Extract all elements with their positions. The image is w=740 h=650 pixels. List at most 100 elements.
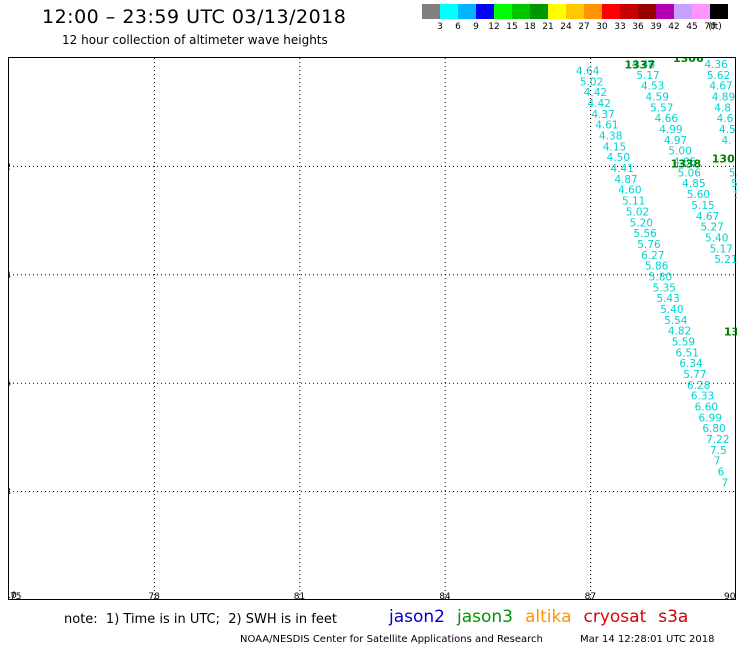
longitude-tick-label: 75 <box>10 592 21 601</box>
scale-swatch <box>710 4 728 19</box>
scale-tick-label: 15 <box>506 22 518 32</box>
scale-swatch <box>620 4 638 19</box>
scale-swatch <box>566 4 584 19</box>
legend-jason2: jason2 <box>389 607 445 627</box>
wave-height-label: 4.6 <box>717 113 734 125</box>
wave-height-label: 4.82 <box>668 326 691 338</box>
wave-height-label: 6.33 <box>691 391 714 403</box>
wave-height-label: 4.36 <box>704 59 728 71</box>
wave-height-label: 4.66 <box>655 113 679 125</box>
scale-swatch <box>584 4 602 19</box>
wave-height-label: 5.20 <box>630 217 653 229</box>
wave-height-label: 5.9 <box>729 167 737 179</box>
wave-height-label: 4.85 <box>682 178 705 190</box>
wave-height-label: 5.76 <box>637 239 661 251</box>
pass-time-label: 130 <box>712 152 735 165</box>
map-plot-area: 7578818487900-2-4-6-8-104.645.024.424.42… <box>8 57 737 601</box>
scale-swatch <box>638 4 656 19</box>
scale-unit-label: (ft) <box>708 22 722 32</box>
wave-height-label: 5.56 <box>633 228 657 240</box>
wave-height-label: 7 <box>721 477 728 489</box>
scale-tick-label: 42 <box>668 22 680 32</box>
wave-height-label: 5.35 <box>653 282 676 294</box>
wave-height-label: 4.37 <box>591 109 614 121</box>
legend-s3a: s3a <box>658 607 689 627</box>
wave-height-label: 5.57 <box>650 102 673 114</box>
wave-height-label: 4.99 <box>659 124 682 136</box>
scale-swatch <box>494 4 512 19</box>
longitude-tick-label: 84 <box>439 592 451 601</box>
wave-height-label: 4.97 <box>664 135 687 147</box>
scale-swatch <box>440 4 458 19</box>
wave-height-label: 4.48 <box>632 59 655 71</box>
wave-height-label: 5.00 <box>668 146 691 158</box>
longitude-tick-label: 78 <box>148 592 160 601</box>
wave-height-label: 5.40 <box>705 232 728 244</box>
wave-height-label: 5.59 <box>672 337 695 349</box>
wave-height-label: 4.53 <box>641 81 664 93</box>
scale-tick-label: 36 <box>632 22 644 32</box>
legend-altika: altika <box>525 607 572 627</box>
scale-swatch <box>458 4 476 19</box>
wave-height-label: 6.34 <box>679 358 703 370</box>
latitude-tick-label: -8 <box>9 488 11 498</box>
scale-swatch <box>422 4 440 19</box>
latitude-tick-label: -2 <box>9 162 11 172</box>
wave-height-label: 6.28 <box>687 380 710 392</box>
wave-height-label: 4.64 <box>576 66 600 78</box>
map-subtitle: 12 hour collection of altimeter wave hei… <box>62 33 328 47</box>
scale-swatch <box>602 4 620 19</box>
satellite-legend: jason2 jason3 altika cryosat s3a <box>389 607 700 627</box>
wave-height-label: 4.15 <box>603 141 626 153</box>
wave-height-label: 5.62 <box>707 70 730 82</box>
scale-swatch <box>512 4 530 19</box>
wave-height-label: 4.61 <box>595 120 618 132</box>
scale-tick-label: 21 <box>542 22 554 32</box>
wave-height-label: 6 <box>718 467 725 479</box>
latitude-tick-label: -10 <box>9 591 17 601</box>
latitude-tick-label: -6 <box>9 379 11 389</box>
wave-height-label: 5.86 <box>645 261 669 273</box>
wave-height-label: 4.50 <box>607 152 630 164</box>
wave-height-label: 5.9 <box>731 178 737 190</box>
scale-tick-label: 12 <box>488 22 500 32</box>
wave-height-label: 6.60 <box>695 402 718 414</box>
wave-height-label: 5.02 <box>580 76 603 88</box>
scale-tick-label: 9 <box>473 22 479 32</box>
longitude-tick-label: 87 <box>585 592 596 601</box>
legend-cryosat: cryosat <box>583 607 647 627</box>
scale-tick-label: 45 <box>686 22 698 32</box>
wave-height-label: 5.17 <box>636 70 659 82</box>
wave-height-label: 5.17 <box>710 243 733 255</box>
wave-height-label: 5.60 <box>687 189 710 201</box>
wave-height-label: 4.5 <box>719 124 736 136</box>
legend-jason3: jason3 <box>457 607 513 627</box>
wave-height-label: 5.40 <box>660 304 683 316</box>
wave-height-label: 5.21 <box>714 254 737 266</box>
altimeter-map: 7578818487900-2-4-6-8-104.645.024.424.42… <box>9 58 737 601</box>
scale-tick-label: 3 <box>437 22 443 32</box>
wave-height-label: 4.38 <box>599 131 622 143</box>
wave-height-label: 4.59 <box>646 92 669 104</box>
wave-height-label: 5.27 <box>700 222 723 234</box>
wave-height-label: 4.67 <box>696 211 719 223</box>
wave-height-label: 4.60 <box>618 185 641 197</box>
wave-height-label: 4.85 <box>673 157 696 169</box>
scale-swatch <box>674 4 692 19</box>
scale-tick-label: 70 <box>704 22 716 32</box>
wave-height-label: 5.43 <box>656 293 679 305</box>
wave-height-label: 5.02 <box>626 206 649 218</box>
scale-tick-label: 6 <box>455 22 461 32</box>
scale-tick-label: 33 <box>614 22 626 32</box>
wave-height-label: 6.51 <box>676 347 699 359</box>
wave-height-label: 4.41 <box>610 163 633 175</box>
wave-height-label: 5.77 <box>683 369 706 381</box>
wave-height-label: 7.22 <box>706 434 729 446</box>
wave-height-label: 6.80 <box>702 423 725 435</box>
scale-swatch <box>656 4 674 19</box>
wave-height-label: 4.87 <box>614 174 637 186</box>
generation-timestamp: Mar 14 12:28:01 UTC 2018 <box>580 634 715 645</box>
map-title: 12:00 – 23:59 UTC 03/13/2018 <box>42 6 347 28</box>
wave-height-label: 5.54 <box>664 315 688 327</box>
longitude-tick-label: 90 <box>724 592 736 601</box>
